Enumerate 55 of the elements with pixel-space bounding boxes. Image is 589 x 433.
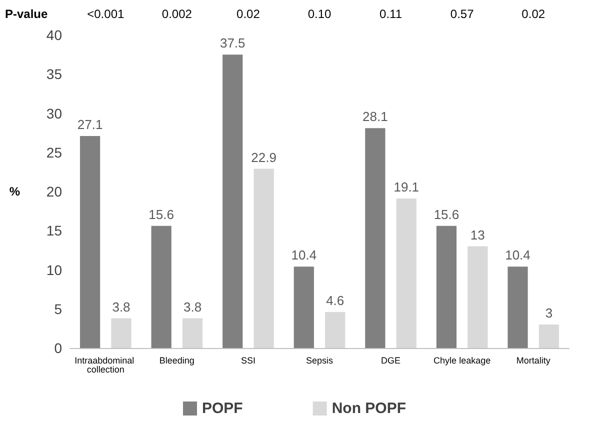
legend-label: Non POPF bbox=[332, 400, 406, 417]
bar bbox=[365, 128, 386, 348]
bar bbox=[182, 318, 203, 348]
data-label: 28.1 bbox=[362, 109, 388, 124]
data-label: 10.4 bbox=[291, 248, 317, 263]
legend-label: POPF bbox=[202, 400, 243, 417]
bar bbox=[325, 312, 346, 348]
text: 0.002 bbox=[162, 7, 192, 21]
data-label: 3.8 bbox=[183, 299, 202, 314]
bar bbox=[294, 266, 314, 348]
data-label: 15.6 bbox=[148, 206, 174, 222]
y-tick-label: 30 bbox=[46, 105, 62, 122]
y-tick-label: 20 bbox=[46, 184, 62, 200]
bar bbox=[254, 168, 274, 348]
bar bbox=[468, 246, 488, 348]
data-label: 10.4 bbox=[505, 248, 530, 263]
data-label: 37.5 bbox=[220, 36, 246, 51]
x-tick-label: Bleeding bbox=[159, 356, 194, 366]
y-tick-label: 25 bbox=[46, 144, 62, 160]
data-label: 4.6 bbox=[326, 293, 344, 308]
bar bbox=[151, 226, 172, 348]
data-label: 19.1 bbox=[394, 180, 420, 195]
text: 0.02 bbox=[236, 7, 260, 21]
y-axis-title: % bbox=[9, 184, 20, 198]
bar bbox=[222, 54, 243, 348]
bar bbox=[508, 266, 528, 348]
text: <0.001 bbox=[87, 7, 124, 21]
x-tick-label: Mortality bbox=[516, 356, 551, 366]
x-tick-label: DGE bbox=[381, 356, 401, 366]
bar bbox=[111, 318, 132, 348]
text: 0.57 bbox=[450, 7, 474, 21]
y-tick-label: 10 bbox=[46, 262, 62, 278]
y-tick-label: 0 bbox=[54, 340, 62, 356]
data-label: 22.9 bbox=[251, 150, 276, 165]
x-tick-label: Intraabdominal collection bbox=[74, 356, 137, 374]
x-tick-label: Chyle leakage bbox=[434, 356, 491, 366]
data-label: 15.6 bbox=[434, 206, 460, 222]
x-tick-label: Sepsis bbox=[306, 356, 334, 366]
data-label: 27.1 bbox=[77, 116, 103, 132]
text: 0.02 bbox=[522, 7, 546, 21]
data-label: 13 bbox=[470, 227, 485, 242]
bar bbox=[436, 226, 457, 348]
text: 0.11 bbox=[380, 7, 402, 21]
text: P-value bbox=[5, 7, 48, 21]
bar bbox=[538, 324, 560, 348]
text: 0.10 bbox=[308, 7, 332, 21]
y-tick-label: 15 bbox=[46, 222, 62, 239]
y-tick-label: 5 bbox=[54, 300, 62, 317]
data-label: 3 bbox=[545, 306, 553, 321]
y-tick-label: 35 bbox=[46, 66, 62, 82]
bar bbox=[80, 136, 100, 348]
data-label: 3.8 bbox=[112, 299, 130, 314]
x-tick-label: SSI bbox=[240, 356, 256, 366]
y-tick-label: 40 bbox=[46, 27, 62, 43]
bar bbox=[396, 198, 416, 348]
